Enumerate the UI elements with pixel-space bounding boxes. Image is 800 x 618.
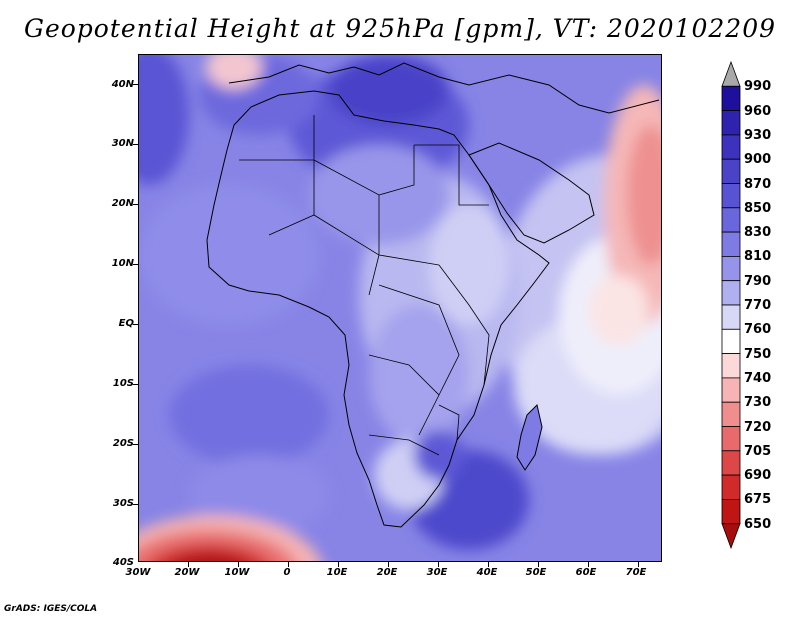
lon-label-60e: 60E [575, 567, 597, 578]
footer-credit: GrADS: IGES/COLA [4, 604, 98, 614]
lon-label-10w: 10W [224, 567, 250, 578]
map-title: Geopotential Height at 925hPa [gpm], VT:… [23, 14, 777, 43]
colorbar-level-label: 930 [744, 127, 772, 143]
europe-coastline [228, 62, 660, 114]
colorbar-swatch [721, 401, 741, 427]
colorbar-level-label: 850 [744, 200, 772, 216]
lon-label-30w: 30W [125, 567, 151, 578]
lon-label-70e: 70E [625, 567, 647, 578]
africa-coastline [206, 90, 550, 528]
colorbar-level-label: 650 [744, 516, 772, 532]
colorbar-swatch [721, 134, 741, 160]
lon-label-10e: 10E [326, 567, 348, 578]
colorbar-swatch [721, 474, 741, 500]
colorbar-level-label: 960 [744, 103, 772, 119]
lon-label-40e: 40E [476, 567, 498, 578]
height-field [139, 55, 661, 561]
madagascar-coastline [516, 404, 543, 471]
colorbar-swatch [721, 498, 741, 525]
lon-label-0: 0 [283, 567, 291, 578]
lat-label-30n: 30N [111, 138, 134, 149]
colorbar-swatch [721, 377, 741, 403]
colorbar-swatch [721, 110, 741, 136]
colorbar-level-label: 760 [744, 322, 772, 338]
map-plot-area [138, 54, 662, 562]
colorbar-swatch [721, 450, 741, 476]
lat-label-10n: 10N [111, 258, 134, 269]
colorbar-level-label: 720 [744, 419, 772, 435]
colorbar-swatch [721, 426, 741, 452]
colorbar-swatch [721, 353, 741, 379]
lon-label-20w: 20W [174, 567, 200, 578]
country-borders [239, 115, 490, 456]
lat-label-10s: 10S [112, 378, 134, 389]
colorbar-level-label: 705 [744, 443, 772, 459]
colorbar-swatch [721, 60, 741, 87]
colorbar-level-label: 900 [744, 152, 772, 168]
lon-label-30e: 30E [426, 567, 448, 578]
colorbar-level-label: 810 [744, 249, 772, 265]
colorbar-swatch [721, 328, 741, 354]
colorbar-swatch [721, 523, 741, 550]
colorbar-swatch [721, 304, 741, 330]
colorbar-level-label: 990 [744, 79, 772, 95]
colorbar-level-label: 750 [744, 346, 772, 362]
colorbar-swatch [721, 231, 741, 257]
colorbar-level-label: 770 [744, 298, 772, 313]
colorbar-level-label: 790 [744, 273, 772, 289]
colorbar-level-label: 675 [744, 492, 772, 508]
arabia-coastline [468, 142, 595, 244]
colorbar-swatch [721, 207, 741, 233]
colorbar-swatch [721, 183, 741, 209]
colorbar-level-label: 830 [744, 225, 772, 241]
colorbar-swatch [721, 85, 741, 112]
colorbar-swatch [721, 255, 741, 282]
lat-label-20s: 20S [112, 438, 134, 449]
lat-label-30s: 30S [112, 498, 134, 509]
lat-label-40n: 40N [111, 79, 134, 90]
lon-label-50e: 50E [525, 567, 547, 578]
lat-label-40s: 40S [112, 557, 134, 568]
colorbar-level-label: 730 [744, 395, 772, 411]
lat-label-eq: EQ [118, 318, 134, 329]
colorbar-swatch [721, 280, 741, 306]
lat-label-20n: 20N [111, 198, 134, 209]
colorbar-level-label: 690 [744, 468, 772, 484]
colorbar-swatch [721, 158, 741, 184]
lon-label-20e: 20E [376, 567, 398, 578]
colorbar-level-label: 740 [744, 370, 772, 386]
colorbar-level-label: 870 [744, 176, 772, 192]
